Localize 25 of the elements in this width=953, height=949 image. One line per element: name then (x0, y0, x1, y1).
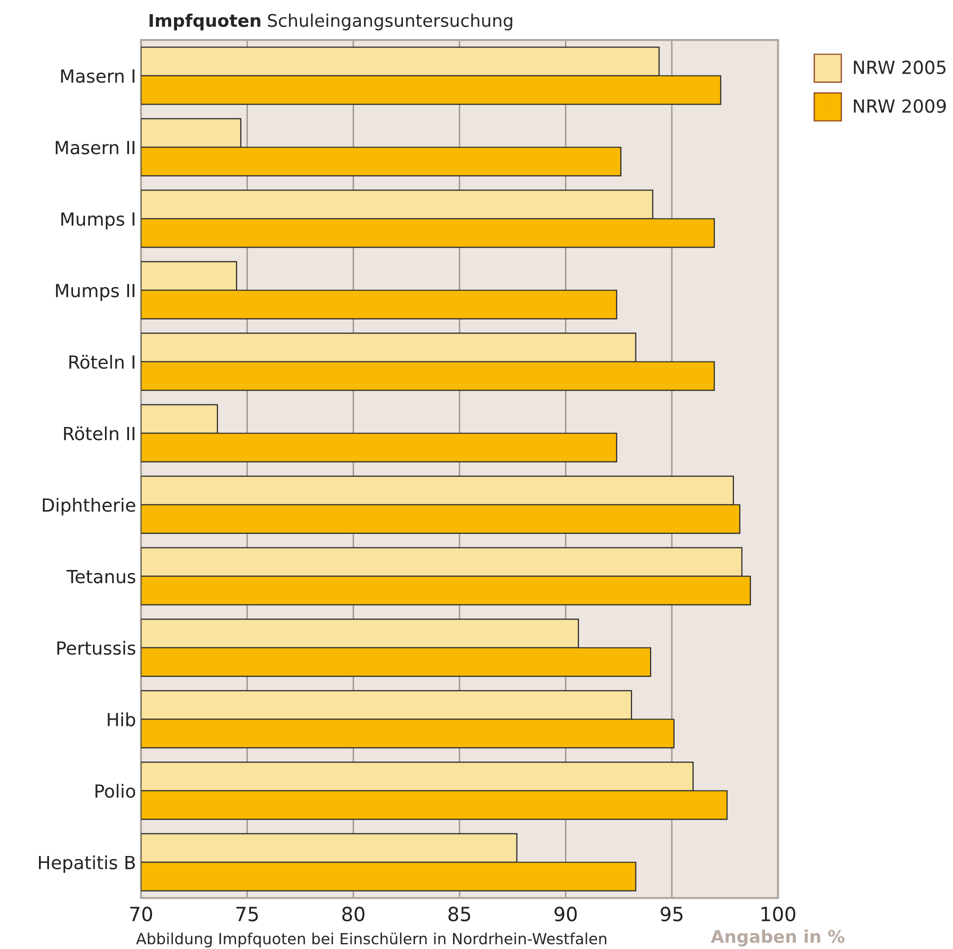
y-tick-label: Polio (96, 784, 136, 798)
y-tick-label: Masern I (61, 69, 134, 83)
x-tick-label: 85 (448, 906, 470, 922)
legend-label: NRW 2005 (854, 60, 946, 74)
x-tick-label: 90 (554, 906, 577, 922)
chart-title: Impfquoten (150, 14, 260, 30)
x-tick-label: 80 (342, 906, 364, 922)
x-tick-label: 70 (130, 906, 152, 922)
y-tick-label: Hepatitis B (38, 855, 135, 873)
x-tick-label: 75 (236, 906, 258, 922)
y-tick-label: Röteln I (69, 354, 134, 369)
y-tick-label: Hib (108, 712, 136, 726)
legend-label: NRW 2009 (854, 99, 946, 113)
y-tick-label: Mumps I (61, 212, 134, 230)
y-tick-label: Tetanus (66, 570, 136, 584)
x-tick-label: 95 (660, 906, 683, 922)
text: Abbildung Impfquoten bei Einschülern in Nordrhein-Westfalen (136, 932, 606, 948)
chart-subtitle: Schuleingangsuntersuchung (268, 14, 512, 30)
y-tick-label: Pertussis (57, 640, 136, 655)
x-tick-label: 100 (762, 906, 796, 922)
y-tick-label: Röteln II (64, 426, 134, 440)
y-tick-label: Diphtherie (42, 498, 136, 516)
y-tick-label: Mumps II (56, 284, 134, 301)
y-tick-label: Masern II (56, 140, 134, 154)
x-axis-title: Angaben in % (710, 930, 844, 946)
